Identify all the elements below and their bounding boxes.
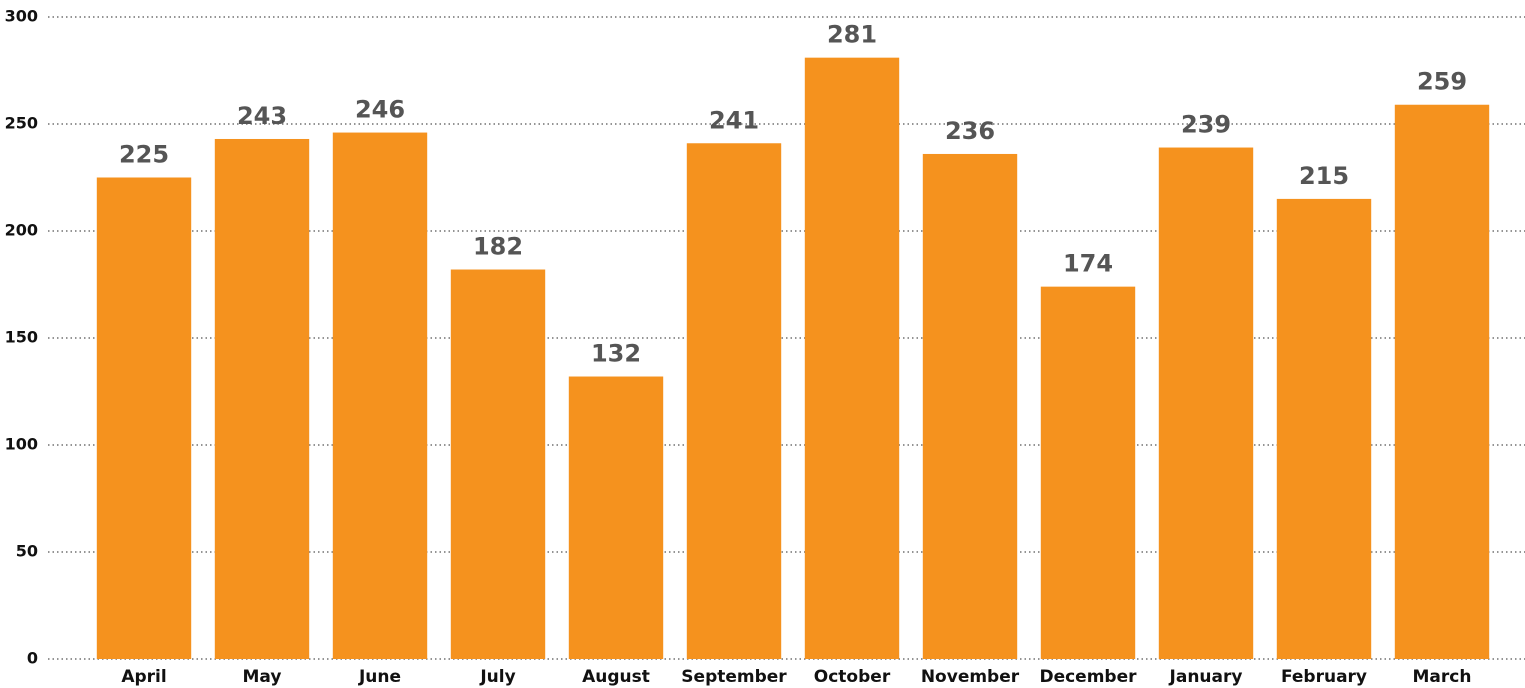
- y-tick-label: 200: [5, 221, 38, 240]
- data-label: 281: [827, 21, 877, 49]
- x-tick-label: June: [358, 667, 401, 687]
- x-tick-label: December: [1039, 667, 1137, 687]
- x-tick-label: May: [243, 667, 282, 687]
- y-tick-label: 150: [5, 328, 38, 347]
- x-tick-label: October: [814, 667, 891, 687]
- x-tick-label: July: [479, 667, 515, 687]
- bar: [450, 269, 546, 659]
- y-tick-label: 0: [27, 649, 38, 668]
- y-tick-label: 250: [5, 114, 38, 133]
- bar: [1040, 286, 1136, 659]
- y-tick-label: 50: [16, 542, 38, 561]
- x-tick-label: January: [1169, 667, 1243, 687]
- data-label: 239: [1181, 111, 1231, 139]
- bar: [922, 153, 1018, 659]
- bar: [1158, 147, 1254, 660]
- bar: [214, 138, 310, 660]
- y-tick-label: 300: [5, 7, 38, 26]
- x-tick-label: February: [1281, 667, 1367, 687]
- x-tick-label: April: [121, 667, 166, 687]
- data-label: 259: [1417, 68, 1467, 96]
- data-label: 215: [1299, 162, 1349, 190]
- bar: [804, 57, 900, 660]
- bar: [96, 177, 192, 659]
- bar: [1394, 104, 1490, 660]
- x-tick-label: September: [681, 667, 787, 687]
- data-label: 243: [237, 102, 287, 130]
- data-label: 241: [709, 106, 759, 134]
- data-label: 225: [119, 141, 169, 169]
- bar: [686, 143, 782, 659]
- data-label: 236: [945, 117, 995, 145]
- bar: [332, 132, 428, 659]
- data-label: 174: [1063, 250, 1113, 278]
- bar: [1276, 198, 1372, 659]
- x-tick-label: August: [582, 667, 650, 687]
- bar: [568, 376, 664, 659]
- x-tick-label: March: [1413, 667, 1472, 687]
- data-label: 182: [473, 233, 523, 261]
- x-tick-label: November: [921, 667, 1020, 687]
- data-label: 132: [591, 340, 641, 368]
- y-tick-label: 100: [5, 435, 38, 454]
- data-label: 246: [355, 96, 405, 124]
